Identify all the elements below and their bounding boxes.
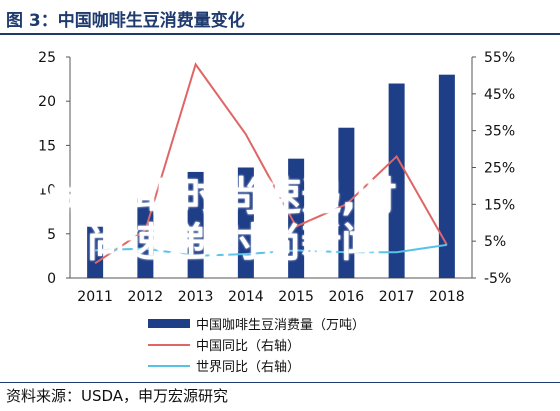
y-right-tick-label: 45% [484,87,515,103]
bar-2013 [187,171,204,278]
y-right-tick-label: 55% [484,50,515,66]
y-left-tick-label: 25 [38,50,56,66]
line-series-1 [94,62,448,265]
bar-2014 [237,167,254,278]
x-tick-label: 2018 [429,289,465,305]
legend-label: 世界同比（右轴） [196,360,300,375]
legend-label: 中国同比（右轴） [196,339,300,354]
source-divider [0,382,560,383]
bar-2017 [388,83,405,279]
x-tick-label: 2014 [228,289,264,305]
legend-swatch-bar [148,319,190,328]
chart-legend: 中国咖啡生豆消费量（万吨） 中国同比（右轴） 世界同比（右轴） [148,318,365,375]
y-right-ticks: -5% 5% 15% 25% 35% 45% 55% [472,50,515,287]
x-tick-label: 2012 [128,289,164,305]
source-note: 资料来源：USDA，申万宏源研究 [6,387,229,405]
y-right-tick-label: 25% [484,161,515,177]
chart-title: 图 3：中国咖啡生豆消费量变化 [6,11,245,31]
y-left-tick-label: 0 [47,271,56,287]
y-right-tick-label: -5% [484,271,511,287]
y-left-tick-label: 15 [38,138,56,154]
title-divider [0,33,560,35]
y-right-tick-label: 5% [484,234,506,250]
line-series-2 [95,243,448,257]
y-right-tick-label: 35% [484,124,515,140]
bar-2016 [338,127,355,278]
chart-svg: 2011 2012 2013 2014 2015 2016 2017 2018 0 5 10 15 2… [38,50,515,375]
x-tick-label: 2016 [329,289,365,305]
y-left-tick-label: 10 [38,183,56,199]
line-series [94,62,448,265]
x-tick-label: 2013 [178,289,214,305]
chart-axes [69,57,473,279]
bar-2018 [438,74,455,279]
y-right-tick-label: 15% [484,197,515,213]
bar-2011 [87,226,104,278]
x-axis-ticks: 2011 2012 2013 2014 2015 2016 2017 2018 [77,289,464,305]
y-left-ticks: 0 5 10 15 20 25 [38,50,70,287]
x-tick-label: 2011 [77,289,113,305]
bar-2015 [288,158,305,278]
x-tick-label: 2015 [278,289,314,305]
x-tick-label: 2017 [379,289,415,305]
legend-label: 中国咖啡生豆消费量（万吨） [196,318,365,333]
y-left-tick-label: 20 [38,94,56,110]
y-left-tick-label: 5 [47,227,56,243]
bar-series [87,74,455,279]
